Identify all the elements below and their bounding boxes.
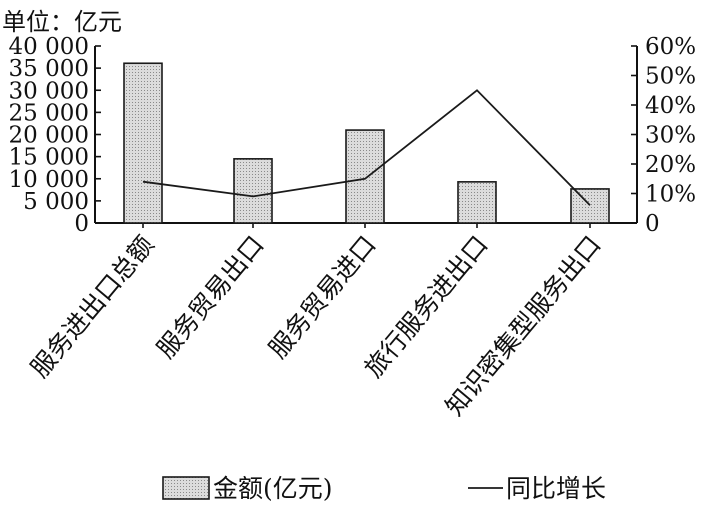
left-tick-label: 15 000: [9, 145, 89, 171]
left-tick-label: 20 000: [9, 123, 89, 149]
bar: [233, 158, 273, 224]
bar: [345, 129, 385, 224]
legend-bar-label: 金额(亿元): [213, 474, 333, 503]
left-tick-label: 25 000: [9, 100, 89, 126]
right-tick-label: 60%: [645, 34, 696, 60]
category-label: 旅行服务进出口: [359, 230, 494, 383]
bar: [123, 62, 163, 224]
right-tick-label: 40%: [645, 93, 696, 119]
right-tick-label: 20%: [645, 152, 696, 178]
left-tick-label: 30 000: [9, 78, 89, 104]
bar: [570, 188, 610, 224]
right-tick-label: 0: [645, 211, 660, 237]
left-tick-label: 35 000: [9, 56, 89, 82]
left-tick-label: 40 000: [9, 34, 89, 60]
category-label: 服务贸易出口: [151, 230, 270, 364]
left-tick-label: 10 000: [9, 167, 89, 193]
right-tick-label: 10%: [645, 182, 696, 208]
category-label: 服务贸易进口: [263, 230, 382, 364]
bar: [457, 181, 497, 224]
right-tick-label: 30%: [645, 123, 696, 149]
category-label: 服务进出口总额: [25, 230, 160, 383]
growth-line: [142, 89, 591, 206]
legend-bar-swatch: [162, 476, 210, 500]
legend-line-label: 同比增长: [506, 474, 606, 503]
left-tick-label: 5 000: [23, 189, 89, 215]
right-tick-label: 50%: [645, 64, 696, 90]
left-tick-label: 0: [74, 211, 89, 237]
unit-label: 单位：亿元: [2, 8, 122, 36]
